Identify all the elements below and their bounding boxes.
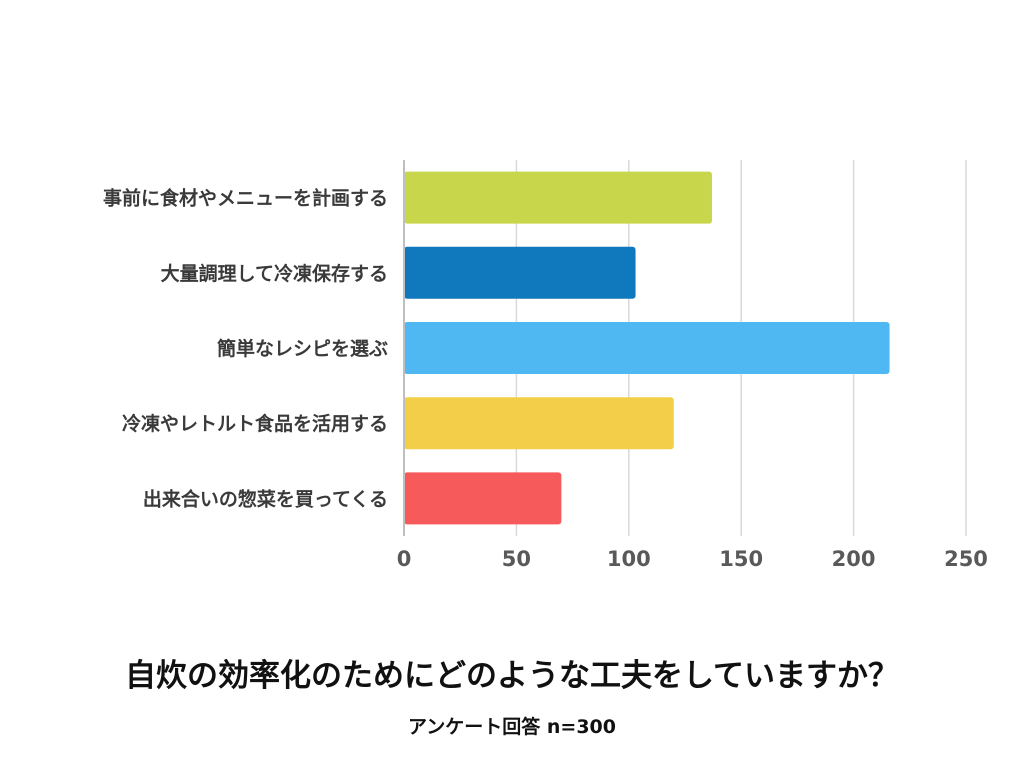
bar-1 — [404, 171, 712, 224]
category-label-1: 事前に食材やメニューを計画する — [103, 187, 388, 210]
x-tick-label-200: 200 — [832, 547, 876, 571]
x-tick-label-250: 250 — [944, 547, 988, 571]
x-tick-label-50: 50 — [502, 547, 531, 571]
x-tick-label-0: 0 — [397, 547, 412, 571]
bar-4 — [404, 397, 674, 450]
bar-chart: 事前に食材やメニューを計画する大量調理して冷凍保存する簡単なレシピを選ぶ冷凍やレ… — [103, 160, 988, 571]
x-tick-label-150: 150 — [719, 547, 763, 571]
bar-3 — [404, 322, 890, 374]
category-label-2: 大量調理して冷凍保存する — [161, 262, 388, 285]
bar-2 — [404, 246, 636, 299]
chart-title: 自炊の効率化のためにどのような工夫をしていますか？ — [124, 658, 900, 694]
category-label-5: 出来合いの惣菜を買ってくる — [143, 487, 388, 510]
category-label-3: 簡単なレシピを選ぶ — [217, 337, 388, 360]
x-tick-labels: 0 50 100 150 200 250 — [397, 547, 988, 571]
bar-5 — [404, 472, 562, 525]
x-tick-label-100: 100 — [607, 547, 651, 571]
category-labels: 事前に食材やメニューを計画する大量調理して冷凍保存する簡単なレシピを選ぶ冷凍やレ… — [103, 187, 388, 511]
category-label-4: 冷凍やレトルト食品を活用する — [122, 412, 388, 435]
bars — [404, 171, 890, 525]
chart-subtitle: アンケート回答 n=300 — [408, 716, 616, 738]
